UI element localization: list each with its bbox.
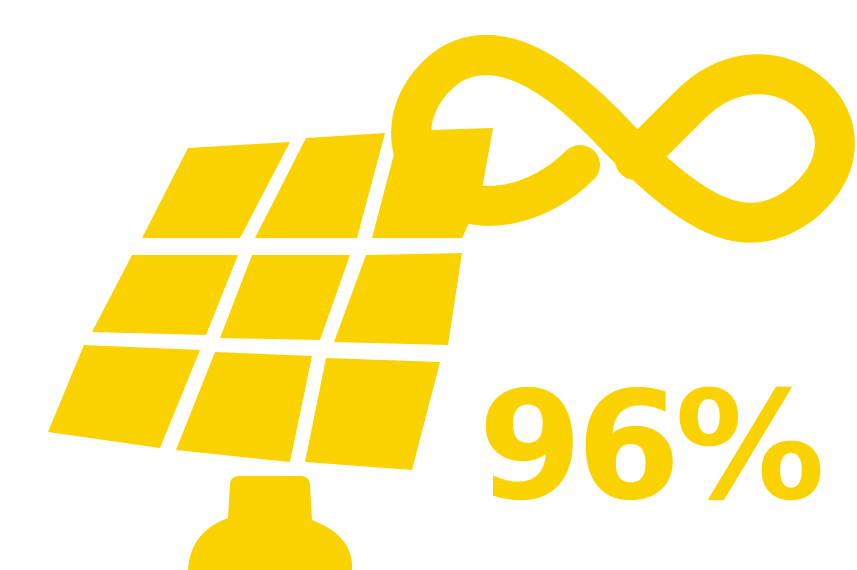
panel-cell (372, 128, 493, 238)
panel-cell (220, 255, 350, 340)
panel-cell (142, 142, 290, 238)
panel-stand (188, 476, 353, 570)
efficiency-percentage: 96% (478, 360, 825, 534)
panel-cell (48, 345, 200, 448)
panel-cell (334, 253, 462, 345)
panel-cell (176, 352, 312, 462)
panel-cell (305, 358, 440, 470)
panel-cell (255, 133, 385, 238)
panel-cell (92, 255, 238, 335)
solar-panel-icon (48, 128, 493, 570)
